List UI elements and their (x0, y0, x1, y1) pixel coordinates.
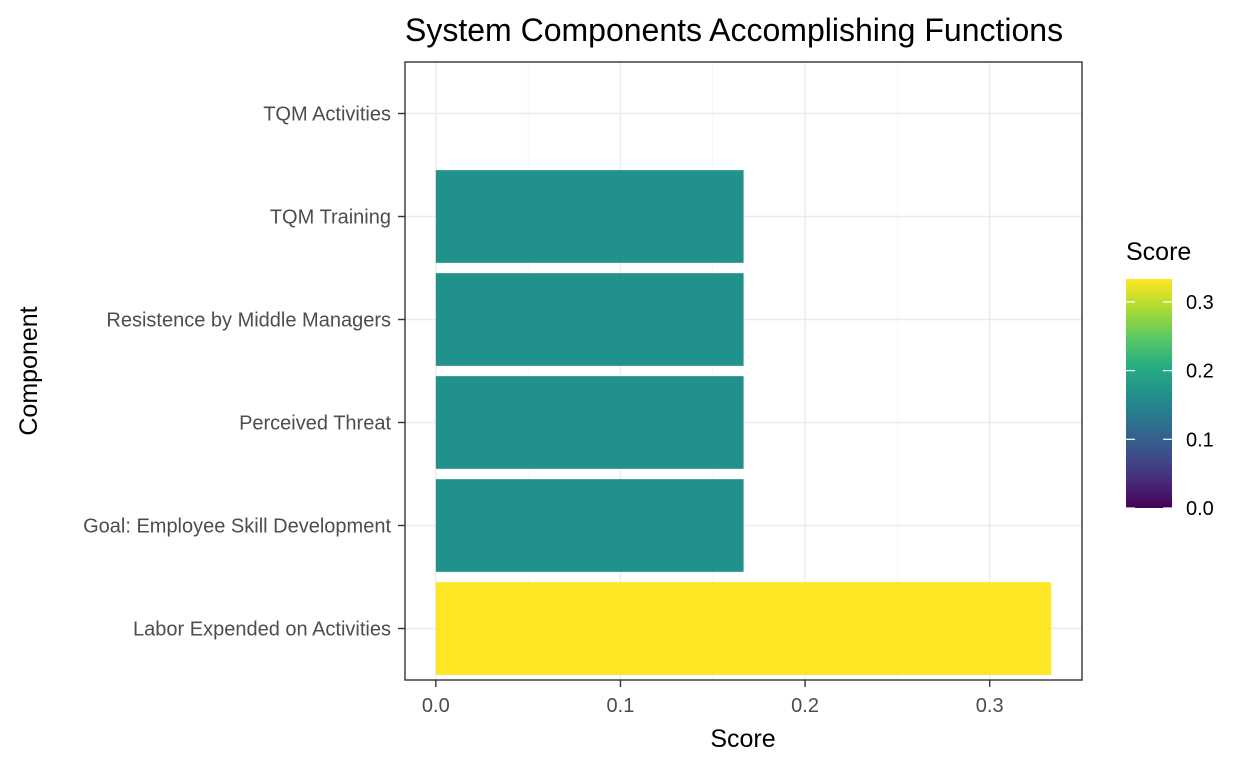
panel-border (404, 61, 1083, 681)
x-tick-label: 0.1 (607, 695, 635, 717)
y-axis: TQM Activities TQM Training Resistence by … (83, 104, 405, 641)
y-tick-label: Labor Expended on Activities (133, 619, 391, 641)
bar (435, 273, 744, 366)
bars (435, 170, 1052, 675)
x-axis: 0.0 0.1 0.2 0.3 (422, 680, 1004, 717)
x-axis-title: Score (710, 725, 775, 753)
y-tick-label: TQM Training (270, 207, 391, 229)
y-tick-label: Perceived Threat (239, 413, 391, 435)
legend: Score 0.0 0.1 0.2 0.3 (1126, 238, 1214, 520)
y-tick-label: TQM Activities (263, 104, 391, 126)
bar (435, 582, 1052, 675)
x-tick-label: 0.2 (791, 695, 819, 717)
bar (435, 479, 744, 572)
legend-colorbar (1126, 279, 1172, 508)
y-tick-label: Resistence by Middle Managers (106, 310, 391, 332)
bar (435, 376, 744, 469)
x-tick-label: 0.3 (976, 695, 1004, 717)
legend-tick-label: 0.0 (1186, 498, 1214, 520)
x-tick-label: 0.0 (422, 695, 450, 717)
legend-title: Score (1126, 238, 1191, 266)
legend-tick-label: 0.3 (1186, 292, 1214, 314)
y-axis-title: Component (15, 306, 43, 435)
legend-ticks: 0.0 0.1 0.2 0.3 (1126, 292, 1214, 520)
plot-panel (405, 62, 1082, 680)
bar (435, 170, 744, 263)
y-tick-label: Goal: Employee Skill Development (83, 516, 391, 538)
legend-tick-label: 0.1 (1186, 429, 1214, 451)
legend-tick-label: 0.2 (1186, 361, 1214, 383)
chart-title: System Components Accomplishing Function… (405, 12, 1063, 48)
